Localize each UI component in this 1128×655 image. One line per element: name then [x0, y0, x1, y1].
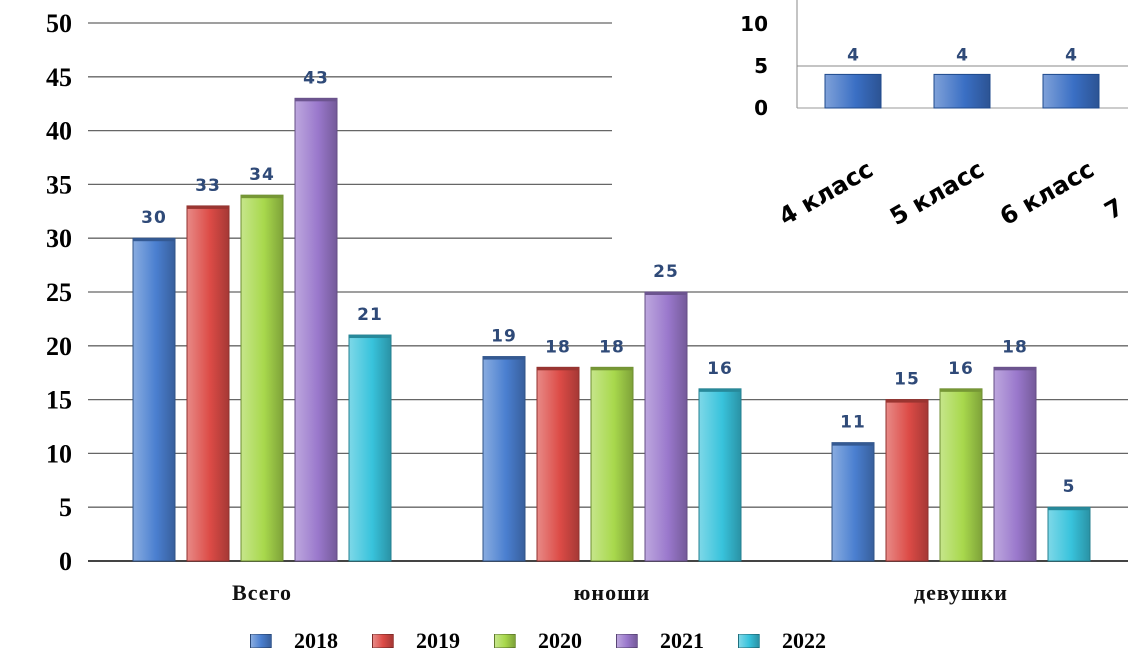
data-label: 33	[195, 176, 221, 196]
legend-label: 2021	[660, 628, 704, 653]
inset-bar	[933, 73, 991, 109]
y-tick-label: 5	[59, 493, 72, 522]
bar-2020-0	[240, 194, 284, 562]
legend-swatch	[250, 634, 272, 648]
bar-cap	[241, 195, 283, 199]
y-tick-label: 35	[46, 170, 72, 199]
data-label: 19	[491, 327, 517, 347]
legend-swatch	[494, 634, 516, 648]
legend-label: 2019	[416, 628, 460, 653]
legend: 2018 2019 2020 2021 2022	[250, 628, 950, 654]
bar-cap	[187, 205, 229, 209]
data-label: 11	[840, 413, 866, 433]
data-label: 34	[249, 165, 275, 185]
inset-data-label: 4	[1065, 45, 1077, 65]
bar-cap	[832, 442, 874, 446]
data-label: 25	[653, 262, 679, 282]
bar-2018-0	[132, 237, 176, 562]
bar-2021-1	[644, 291, 688, 562]
inset-bar	[1042, 73, 1100, 109]
bar-2018-1	[482, 356, 526, 562]
data-label: 18	[599, 337, 625, 357]
data-label: 18	[545, 337, 571, 357]
inset-y-tick-label: 0	[754, 96, 768, 120]
bar-2018-2	[831, 442, 875, 562]
y-tick-label: 45	[46, 63, 72, 92]
legend-label: 2020	[538, 628, 582, 653]
bar-2020-1	[590, 366, 634, 562]
data-label: 30	[141, 208, 167, 228]
category-label: девушки	[914, 580, 1008, 605]
bar-2019-0	[186, 205, 230, 562]
bar-2022-0	[348, 334, 392, 562]
category-label: Всего	[232, 580, 292, 605]
y-tick-label: 40	[46, 117, 72, 146]
bar-cap	[699, 388, 741, 392]
legend-item: 2019	[372, 628, 460, 654]
bar-2022-2	[1047, 506, 1091, 562]
inset-y-tick-label: 5	[754, 54, 768, 78]
data-label: 15	[894, 370, 920, 390]
data-label: 5	[1063, 477, 1076, 497]
legend-item: 2022	[738, 628, 826, 654]
bar-cap	[349, 335, 391, 339]
bar-cap	[994, 367, 1036, 371]
inset-y-tick-label: 10	[740, 12, 768, 36]
y-axis-ticks: 0 5 10 15 20 25 30 35 40 45 50	[46, 9, 72, 576]
bars	[132, 97, 1091, 562]
inset-data-label: 4	[847, 45, 859, 65]
inset-data-label: 4	[956, 45, 968, 65]
bar-cap	[591, 367, 633, 371]
legend-swatch	[616, 634, 638, 648]
bar-2022-1	[698, 388, 742, 562]
y-tick-label: 15	[46, 386, 72, 415]
y-tick-label: 20	[46, 332, 72, 361]
legend-item: 2020	[494, 628, 582, 654]
bar-2021-2	[993, 366, 1037, 562]
bar-2019-2	[885, 399, 929, 562]
y-tick-label: 10	[46, 439, 72, 468]
legend-label: 2022	[782, 628, 826, 653]
inset-bar	[824, 73, 882, 109]
data-label: 43	[303, 68, 329, 88]
bar-cap	[483, 356, 525, 360]
data-label: 18	[1002, 337, 1028, 357]
y-tick-label: 0	[59, 547, 72, 576]
data-label: 21	[357, 305, 383, 325]
data-label: 16	[948, 359, 974, 379]
inset-background	[612, 0, 1128, 255]
legend-item: 2021	[616, 628, 704, 654]
bar-cap	[537, 367, 579, 371]
y-tick-label: 50	[46, 9, 72, 38]
bar-cap	[886, 399, 928, 403]
x-axis-categories: Всего юноши девушки	[232, 580, 1008, 605]
category-label: юноши	[574, 580, 651, 605]
data-label: 16	[707, 359, 733, 379]
bar-cap	[133, 238, 175, 242]
y-tick-label: 25	[46, 278, 72, 307]
bar-cap	[940, 388, 982, 392]
legend-item: 2018	[250, 628, 338, 654]
bar-cap	[645, 292, 687, 295]
bar-2019-1	[536, 366, 580, 562]
legend-label: 2018	[294, 628, 338, 653]
bar-2021-0	[294, 97, 338, 562]
legend-swatch	[738, 634, 760, 648]
legend-swatch	[372, 634, 394, 648]
data-labels: 30 33 34 43 21 19 18 18 25 16 11 15 16 18 5	[141, 68, 1076, 497]
y-tick-label: 30	[46, 224, 72, 253]
bar-2020-2	[939, 388, 983, 562]
bar-cap	[295, 98, 337, 102]
bar-cap	[1048, 507, 1090, 511]
